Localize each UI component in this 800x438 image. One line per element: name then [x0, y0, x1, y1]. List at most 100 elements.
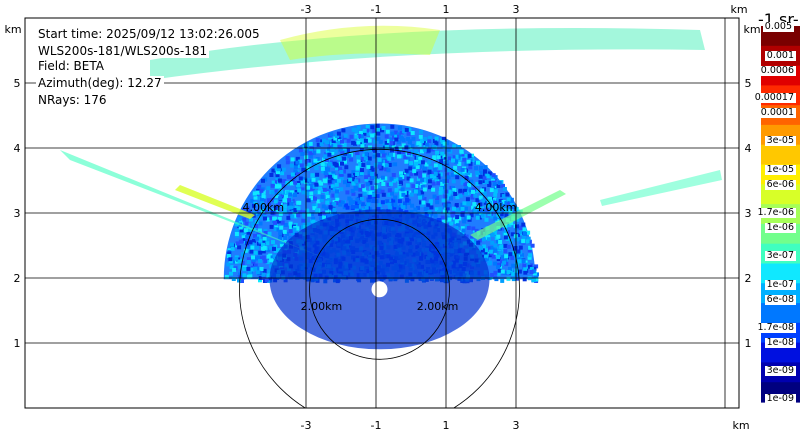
sector-cell: [419, 129, 423, 134]
sector-cell: [249, 249, 254, 254]
sector-cell: [406, 137, 411, 141]
sector-cell: [399, 130, 404, 135]
sector-cell: [296, 183, 301, 187]
sector-cell: [425, 178, 430, 183]
sector-cell: [418, 157, 423, 161]
sector-cell: [394, 137, 399, 142]
sector-cell: [420, 139, 424, 143]
sector-cell: [328, 205, 333, 210]
sector-cell: [356, 140, 361, 145]
sector-cell: [399, 135, 403, 140]
range-ring-label: 2.00km: [417, 300, 459, 313]
sector-cell: [351, 191, 356, 196]
sector-cell: [327, 214, 332, 218]
sector-cell: [517, 259, 522, 264]
sector-cell: [384, 159, 389, 164]
sector-cell: [273, 199, 278, 204]
sector-cell: [274, 191, 279, 196]
sector-cell: [263, 231, 268, 235]
sector-cell: [394, 187, 399, 192]
sector-cell: [277, 216, 282, 221]
sector-cell: [514, 207, 519, 211]
sector-cell: [436, 173, 441, 178]
sector-cell: [263, 216, 267, 221]
sector-cell: [338, 172, 343, 177]
sector-cell: [459, 149, 464, 154]
sector-cell: [472, 241, 477, 246]
sector-cell: [460, 212, 465, 217]
sector-cell: [495, 211, 500, 216]
sector-cell: [393, 130, 398, 135]
sector-cell: [506, 270, 511, 274]
sector-cell: [272, 246, 276, 251]
sector-cell: [410, 153, 415, 158]
sector-cell: [358, 193, 363, 198]
sector-cell: [464, 186, 469, 191]
sector-cell: [454, 203, 459, 207]
sector-cell: [335, 189, 339, 194]
sector-cell: [493, 243, 498, 248]
sector-cell: [464, 161, 469, 166]
sector-cell: [238, 220, 243, 225]
sector-cell: [390, 156, 395, 161]
sector-cell: [273, 244, 278, 249]
sector-cell: [375, 179, 380, 184]
sector-cell: [514, 226, 519, 231]
sector-cell: [273, 220, 278, 225]
sector-cell: [332, 202, 337, 206]
sector-cell: [483, 251, 488, 256]
sector-cell: [371, 192, 376, 197]
sector-cell: [398, 207, 403, 212]
sector-cell: [297, 188, 302, 193]
sector-cell: [375, 194, 380, 199]
sector-cell: [439, 158, 444, 163]
sector-cell: [278, 231, 283, 236]
sector-cell: [325, 158, 329, 163]
sector-cell: [331, 163, 335, 168]
sector-cell: [413, 207, 418, 212]
sector-cell: [362, 128, 367, 133]
sector-cell: [354, 186, 359, 191]
sector-cell: [250, 222, 255, 227]
sector-cell: [357, 200, 362, 205]
sector-cell: [308, 151, 313, 156]
sector-cell: [234, 256, 239, 261]
sector-cell: [253, 263, 258, 268]
sector-cell: [509, 221, 514, 226]
sector-cell: [316, 142, 321, 147]
sector-cell: [467, 183, 472, 188]
sector-cell: [360, 168, 364, 173]
sector-cell: [356, 134, 361, 138]
sector-cell: [286, 190, 291, 195]
sector-cell: [377, 202, 382, 207]
sector-cell: [267, 231, 272, 236]
x-tick-label-bottom: 3: [513, 419, 520, 432]
range-ring-label: 4.00km: [475, 201, 517, 214]
sector-cell: [351, 181, 356, 186]
sector-cell: [300, 187, 305, 192]
sector-cell: [296, 200, 301, 205]
sector-cell: [391, 173, 396, 177]
sector-cell: [360, 144, 365, 149]
sector-cell: [318, 186, 323, 191]
sector-cell: [261, 272, 266, 277]
y-unit-label: km: [4, 23, 21, 36]
sector-cell: [490, 240, 495, 245]
colorbar-tick-label: 6e-08: [764, 294, 796, 305]
sector-cell: [334, 178, 339, 183]
sector-cell: [313, 196, 317, 201]
sector-cell: [340, 150, 345, 155]
sector-cell: [251, 238, 256, 243]
sector-cell: [370, 125, 375, 130]
sector-cell: [261, 189, 266, 194]
sector-cell: [246, 244, 251, 249]
sector-cell: [288, 212, 293, 216]
sector-cell: [315, 176, 320, 181]
sector-cell: [270, 197, 275, 202]
sector-cell: [275, 184, 279, 189]
sector-cell: [339, 187, 344, 192]
sector-cell: [322, 215, 327, 220]
sector-cell: [500, 259, 504, 264]
sector-cell: [289, 190, 294, 195]
sector-cell: [522, 263, 527, 268]
